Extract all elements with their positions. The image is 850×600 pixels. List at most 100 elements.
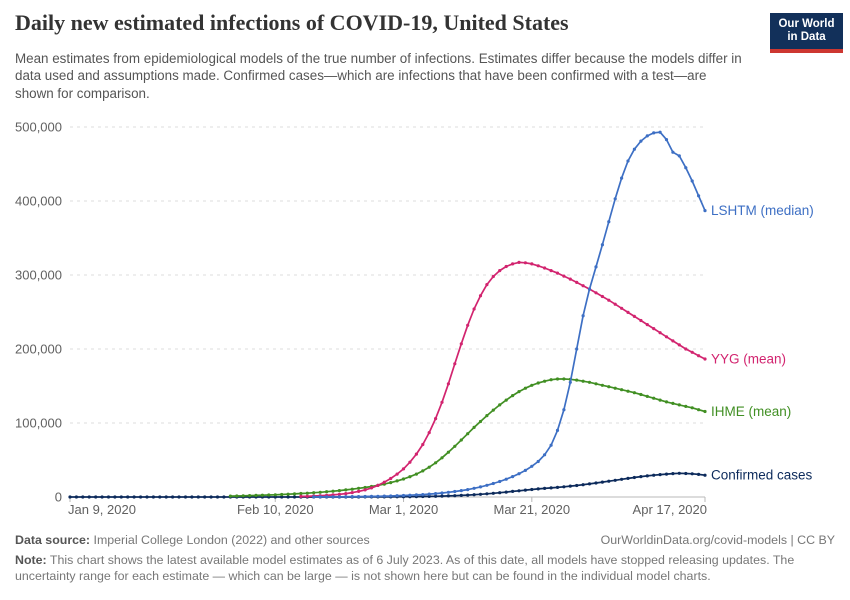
data-point	[312, 495, 316, 499]
data-point	[292, 492, 297, 496]
series-yyg-mean: YYG (mean)	[299, 260, 786, 498]
data-point	[620, 306, 624, 310]
data-point	[677, 343, 681, 347]
data-point	[312, 491, 316, 495]
data-point	[581, 314, 585, 318]
data-point	[350, 491, 354, 495]
data-point	[446, 450, 450, 454]
data-point	[523, 261, 528, 265]
note-label: Note:	[15, 553, 47, 567]
data-point	[594, 291, 598, 295]
data-point	[594, 265, 598, 269]
data-point	[626, 310, 630, 314]
data-point	[510, 475, 515, 479]
data-point	[389, 476, 393, 481]
data-point	[677, 471, 681, 475]
data-point	[485, 483, 489, 487]
data-point	[440, 491, 444, 495]
data-point	[664, 472, 669, 476]
data-point	[607, 298, 611, 302]
data-point	[485, 283, 489, 287]
data-point	[523, 468, 528, 472]
data-point	[485, 492, 489, 496]
data-point	[697, 408, 701, 412]
plot-area[interactable]	[70, 118, 705, 497]
data-point	[196, 495, 200, 499]
data-point	[645, 323, 649, 327]
data-point	[466, 493, 470, 497]
data-point	[626, 159, 630, 163]
data-point	[620, 388, 624, 392]
data-point	[395, 479, 399, 483]
data-point	[132, 495, 136, 499]
data-point	[401, 477, 406, 481]
data-point	[408, 493, 412, 497]
data-point	[325, 490, 329, 494]
data-point	[555, 485, 560, 489]
data-point	[504, 398, 508, 402]
data-point	[632, 147, 637, 151]
data-point	[498, 403, 502, 407]
series-label-ihme-mean: IHME (mean)	[711, 404, 791, 419]
data-point	[671, 150, 675, 154]
data-point	[632, 314, 637, 318]
data-point	[248, 494, 252, 498]
data-point	[684, 166, 688, 170]
chart-note: Note: This chart shows the latest availa…	[15, 553, 836, 584]
owid-logo[interactable]: Our World in Data	[770, 13, 843, 53]
data-point	[639, 392, 643, 397]
data-point	[575, 280, 579, 284]
data-point	[401, 493, 406, 498]
data-point	[607, 385, 611, 389]
data-point	[376, 483, 380, 487]
chart-footer: Data source: Imperial College London (20…	[15, 533, 835, 547]
data-point	[139, 495, 143, 499]
data-point	[504, 264, 508, 269]
y-tick-label: 200,000	[15, 342, 62, 357]
data-point	[100, 495, 104, 499]
data-point	[459, 438, 463, 442]
data-point	[562, 408, 566, 412]
data-point	[331, 489, 335, 493]
data-point	[305, 494, 309, 498]
data-point	[427, 465, 431, 469]
data-point	[472, 307, 476, 311]
data-point	[478, 485, 483, 489]
data-point	[453, 362, 457, 366]
data-point	[703, 209, 707, 213]
data-point	[620, 477, 624, 481]
data-point	[568, 277, 572, 281]
data-point	[395, 494, 399, 498]
data-point	[600, 383, 605, 387]
data-point	[222, 495, 226, 499]
data-point	[498, 479, 502, 484]
y-tick-label: 300,000	[15, 268, 62, 283]
data-point	[530, 464, 534, 468]
data-point	[401, 467, 406, 471]
data-point	[697, 472, 701, 476]
data-point	[549, 378, 553, 382]
data-point	[421, 493, 425, 497]
data-point	[536, 459, 540, 464]
data-point	[280, 492, 284, 497]
data-point	[459, 493, 463, 497]
data-point	[228, 494, 232, 498]
data-point	[453, 489, 457, 494]
data-point	[414, 493, 418, 497]
data-point	[466, 488, 470, 492]
data-point	[145, 495, 149, 499]
data-point	[626, 476, 630, 480]
data-point	[562, 485, 566, 489]
data-point	[434, 492, 438, 496]
data-point	[600, 243, 605, 247]
data-point	[466, 323, 470, 327]
data-point	[613, 386, 617, 390]
data-point	[664, 335, 669, 339]
license-link[interactable]: OurWorldinData.org/covid-models | CC BY	[600, 533, 835, 547]
data-point	[350, 495, 354, 499]
data-point	[517, 472, 521, 476]
data-point	[414, 452, 418, 456]
data-point	[190, 495, 194, 499]
